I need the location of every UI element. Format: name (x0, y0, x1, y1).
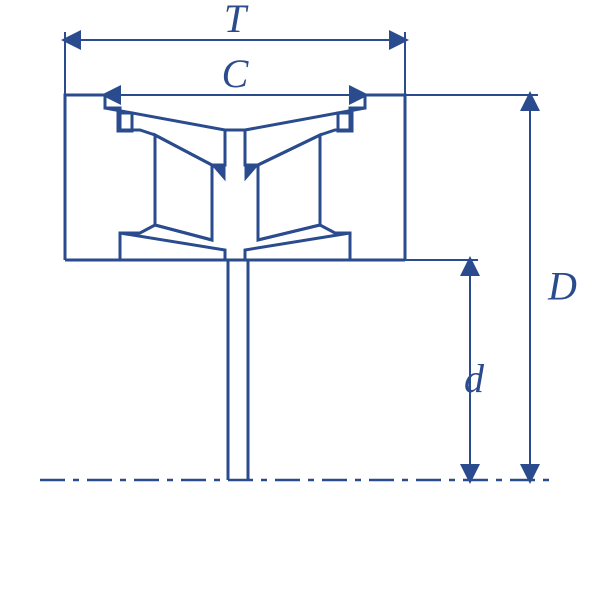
bearing-diagram: TC Dd (0, 0, 600, 600)
center-spacer (212, 130, 258, 165)
roller-left (155, 135, 212, 240)
dim-C-label: C (222, 51, 250, 96)
roller-right (258, 135, 320, 240)
inner-raceway (120, 233, 350, 260)
dim-D-label: D (547, 264, 577, 309)
outer-body-outline (65, 95, 405, 260)
outer-raceway (105, 108, 365, 130)
inner-fill-right (245, 165, 258, 180)
dim-d-label: d (464, 356, 485, 401)
dim-T-label: T (224, 0, 249, 41)
inner-fill-left (212, 165, 225, 180)
